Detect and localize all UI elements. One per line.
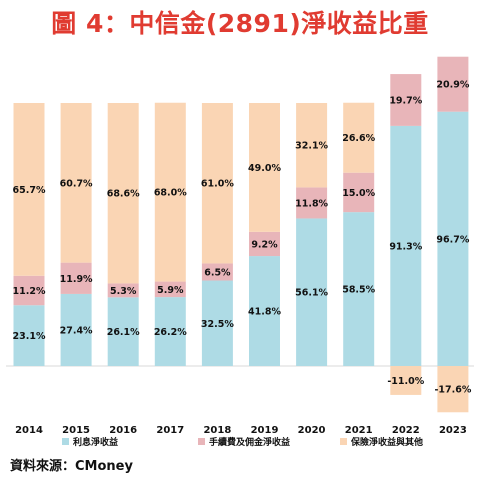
x-tick-label-2017: 2017 — [156, 425, 184, 436]
x-tick-label-2020: 2020 — [298, 425, 326, 436]
legend-swatch-1 — [62, 438, 69, 445]
value-label-2020-series-1: 56.1% — [295, 288, 328, 299]
bar-2016-series-2 — [107, 283, 139, 298]
x-tick-label-2022: 2022 — [392, 425, 420, 436]
bar-2020-series-1 — [296, 218, 328, 366]
bar-2019-series-1 — [249, 256, 280, 366]
value-label-2017-series-1: 26.2% — [154, 327, 187, 338]
value-label-2015-series-2: 11.9% — [60, 274, 93, 285]
bar-2022-series-3 — [390, 366, 422, 395]
bar-2016-series-1 — [107, 297, 139, 366]
bar-2017-series-2 — [154, 281, 186, 298]
value-label-2020-series-2: 11.8% — [295, 198, 328, 209]
bar-2020-series-2 — [296, 187, 328, 219]
value-label-2014-series-3: 65.7% — [13, 185, 46, 196]
source-note: 資料來源：CMoney — [10, 459, 133, 474]
x-tick-label-2016: 2016 — [109, 425, 137, 436]
x-tick-label-2019: 2019 — [251, 425, 279, 436]
bar-2018-series-3 — [201, 103, 233, 264]
x-tick-label-2015: 2015 — [62, 425, 90, 436]
value-label-2016-series-2: 5.3% — [110, 286, 137, 297]
bar-2023-series-2 — [437, 56, 469, 112]
bar-2019-series-2 — [249, 231, 280, 257]
bar-2014-series-1 — [13, 305, 45, 366]
value-label-2018-series-3: 61.0% — [201, 179, 234, 190]
bar-2023-series-1 — [437, 111, 469, 366]
legend-swatch-2 — [198, 438, 205, 445]
bar-2021-series-2 — [343, 172, 375, 213]
value-label-2020-series-3: 32.1% — [295, 141, 328, 152]
bar-2015-series-3 — [60, 103, 92, 263]
value-label-2023-series-2: 20.9% — [436, 80, 469, 91]
x-tick-label-2018: 2018 — [203, 425, 231, 436]
value-label-2018-series-2: 6.5% — [204, 267, 231, 278]
value-label-2022-series-2: 19.7% — [389, 95, 422, 106]
value-label-2022-series-3: -11.0% — [387, 376, 424, 387]
bar-2022-series-2 — [390, 74, 422, 126]
x-tick-label-2023: 2023 — [439, 425, 467, 436]
value-label-2021-series-1: 58.5% — [342, 285, 375, 296]
bar-2019-series-3 — [249, 103, 280, 232]
bar-2021-series-1 — [343, 212, 375, 366]
bar-2018-series-1 — [201, 280, 233, 366]
value-label-2019-series-2: 9.2% — [251, 239, 278, 250]
value-label-2021-series-3: 26.6% — [342, 133, 375, 144]
bar-2018-series-2 — [201, 263, 233, 281]
value-label-2017-series-3: 68.0% — [154, 188, 187, 199]
bar-2016-series-3 — [107, 103, 139, 284]
value-label-2014-series-1: 23.1% — [13, 331, 46, 342]
bar-2014-series-2 — [13, 275, 45, 306]
x-tick-label-2014: 2014 — [15, 425, 43, 436]
value-label-2022-series-1: 91.3% — [389, 241, 422, 252]
bar-2017-series-3 — [154, 102, 186, 282]
bar-2017-series-1 — [154, 297, 186, 366]
legend-swatch-3 — [340, 438, 347, 445]
bar-2015-series-2 — [60, 262, 92, 294]
value-label-2017-series-2: 5.9% — [157, 285, 184, 296]
value-label-2023-series-3: -17.6% — [434, 385, 471, 396]
value-label-2019-series-1: 41.8% — [248, 307, 281, 318]
value-label-2023-series-1: 96.7% — [436, 234, 469, 245]
legend-label-3: 保險淨收益與其他 — [350, 436, 423, 448]
value-label-2016-series-3: 68.6% — [107, 189, 140, 200]
x-tick-label-2021: 2021 — [345, 425, 373, 436]
bar-2022-series-1 — [390, 125, 422, 366]
bar-2021-series-3 — [343, 102, 375, 173]
value-label-2018-series-1: 32.5% — [201, 319, 234, 330]
value-label-2016-series-1: 26.1% — [107, 327, 140, 338]
bar-2015-series-1 — [60, 293, 92, 366]
bar-2020-series-3 — [296, 103, 328, 188]
chart-title: 圖 4：中信金(2891)淨收益比重 — [51, 9, 429, 38]
value-label-2021-series-2: 15.0% — [342, 188, 375, 199]
legend-label-2: 手續費及佣金淨收益 — [209, 436, 290, 448]
bar-2014-series-3 — [13, 103, 45, 276]
legend-label-1: 利息淨收益 — [72, 436, 118, 448]
value-label-2014-series-2: 11.2% — [13, 286, 46, 297]
value-label-2019-series-3: 49.0% — [248, 163, 281, 174]
value-label-2015-series-1: 27.4% — [60, 325, 93, 336]
bar-2023-series-3 — [437, 366, 469, 413]
value-label-2015-series-3: 60.7% — [60, 178, 93, 189]
